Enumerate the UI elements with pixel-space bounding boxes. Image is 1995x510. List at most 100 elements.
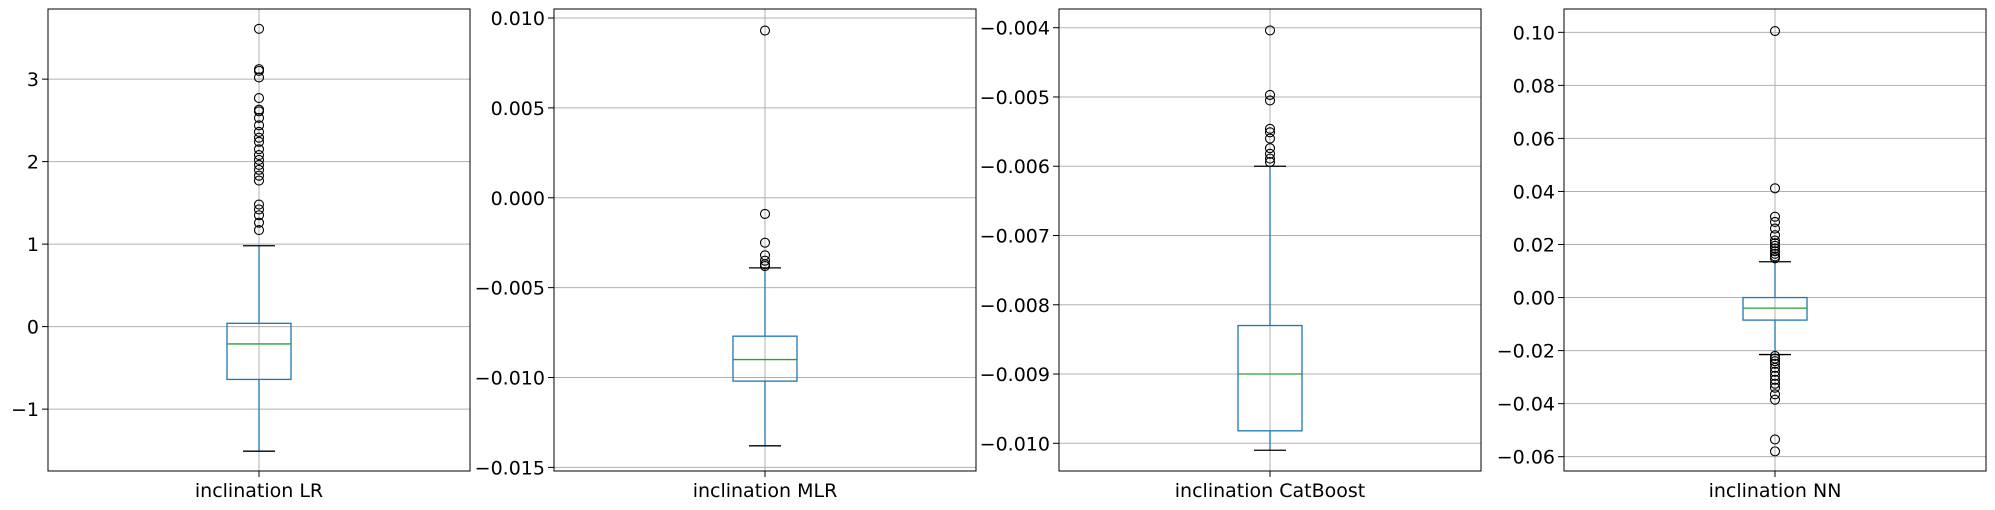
y-tick-label: 0.02	[1513, 235, 1555, 257]
x-tick-label: inclination MLR	[693, 480, 838, 502]
y-tick-label: −0.015	[475, 457, 545, 479]
outlier-point	[1264, 25, 1276, 36]
iqr-box	[1742, 296, 1808, 321]
outlier-point	[1769, 240, 1781, 251]
outlier-point	[1769, 382, 1781, 393]
outlier-point	[253, 132, 265, 143]
outlier-point	[1769, 248, 1781, 259]
y-tick-label: −0.008	[980, 295, 1050, 317]
y-tick-label: −1	[11, 399, 39, 421]
outlier-point	[759, 237, 771, 248]
outlier-point	[253, 175, 265, 186]
outlier-point	[253, 144, 265, 155]
y-tick-label: 3	[27, 69, 39, 91]
outlier-point	[253, 120, 265, 131]
outlier-point	[1769, 230, 1781, 241]
x-tick-label: inclination NN	[1709, 480, 1842, 502]
outlier-point	[1769, 446, 1781, 457]
y-tick-label: 0.010	[491, 8, 545, 30]
outlier-point	[1769, 238, 1781, 249]
outlier-point	[1769, 356, 1781, 367]
outlier-point	[1264, 148, 1276, 159]
y-tick-label: −0.04	[1497, 394, 1555, 416]
y-tick-label: 2	[27, 152, 39, 174]
outlier-point	[1264, 127, 1276, 138]
outlier-point	[759, 261, 771, 272]
x-tick-label: inclination CatBoost	[1175, 480, 1365, 502]
outlier-point	[253, 65, 265, 76]
outlier-point	[253, 159, 265, 170]
outlier-point	[1264, 89, 1276, 100]
subplot-3: −0.010 −0.009 −0.008 −0.007 −0.006 −0.005 −0.0…	[980, 8, 1482, 502]
outlier-point	[1769, 183, 1781, 194]
y-tick-label: −0.02	[1497, 341, 1555, 363]
y-tick-label: 0.00	[1513, 288, 1555, 310]
outlier-point	[1769, 25, 1781, 37]
outlier-point	[759, 255, 771, 266]
outlier-point	[1264, 123, 1276, 134]
outlier-point	[1264, 95, 1276, 106]
outlier-point	[1769, 434, 1781, 445]
outlier-point	[253, 149, 265, 161]
outlier-point	[253, 72, 265, 83]
outlier-point	[1769, 216, 1781, 228]
iqr-box	[226, 322, 292, 381]
outlier-point	[253, 199, 265, 210]
outlier-point	[253, 204, 265, 215]
outlier-point	[1769, 389, 1781, 400]
outlier-point	[1769, 358, 1781, 369]
outlier-point	[1769, 223, 1781, 234]
outlier-point	[253, 106, 265, 117]
outlier-point	[1769, 366, 1781, 377]
outlier-point	[1264, 157, 1276, 168]
x-tick-label: inclination LR	[195, 480, 323, 502]
y-tick-label: −0.010	[980, 433, 1050, 455]
y-tick-label: −0.010	[475, 368, 545, 390]
outlier-point	[253, 164, 265, 175]
y-tick-label: −0.006	[980, 156, 1050, 178]
y-tick-label: 1	[27, 234, 39, 256]
outlier-point	[1769, 246, 1781, 257]
y-tick-label: 0.005	[491, 98, 545, 120]
y-tick-label: 0.04	[1513, 181, 1555, 203]
outlier-point	[1769, 394, 1781, 405]
outlier-point	[253, 93, 265, 104]
outlier-point	[1769, 370, 1781, 381]
subplot-4: −0.06 −0.04 −0.02 0.00 0.02 0.04 0.06 0.08 0.10 i…	[1497, 8, 1987, 502]
outlier-point	[759, 25, 771, 36]
iqr-box	[732, 335, 798, 382]
outlier-point	[1769, 350, 1781, 361]
outlier-point	[1769, 253, 1781, 264]
outlier-point	[253, 126, 265, 137]
y-tick-label: −0.004	[980, 18, 1050, 40]
outlier-point	[253, 217, 265, 228]
outlier-point	[759, 208, 771, 219]
outlier-point	[253, 210, 265, 221]
outlier-point	[253, 23, 265, 34]
y-tick-label: −0.005	[475, 278, 545, 300]
y-tick-label: −0.005	[980, 87, 1050, 109]
outlier-point	[1264, 133, 1276, 144]
outlier-point	[253, 136, 265, 147]
y-tick-label: −0.007	[980, 225, 1050, 247]
y-tick-label: −0.06	[1497, 447, 1555, 469]
y-tick-label: 0.06	[1513, 128, 1555, 150]
outlier-point	[1264, 143, 1276, 154]
outlier-point	[253, 154, 265, 166]
outlier-point	[1769, 243, 1781, 254]
iqr-box	[1237, 324, 1303, 432]
outlier-point	[1769, 362, 1781, 373]
outlier-point	[1769, 235, 1781, 246]
outlier-point	[1264, 153, 1276, 164]
outlier-point	[1769, 374, 1781, 385]
outlier-point	[1769, 378, 1781, 389]
outlier-point	[253, 170, 265, 181]
outlier-point	[253, 225, 265, 236]
outlier-point	[1769, 211, 1781, 222]
outlier-point	[253, 112, 265, 123]
y-tick-label: 0.08	[1513, 75, 1555, 97]
y-tick-label: 0	[27, 317, 39, 339]
y-tick-label: −0.009	[980, 364, 1050, 386]
y-tick-label: 0.10	[1513, 22, 1555, 44]
